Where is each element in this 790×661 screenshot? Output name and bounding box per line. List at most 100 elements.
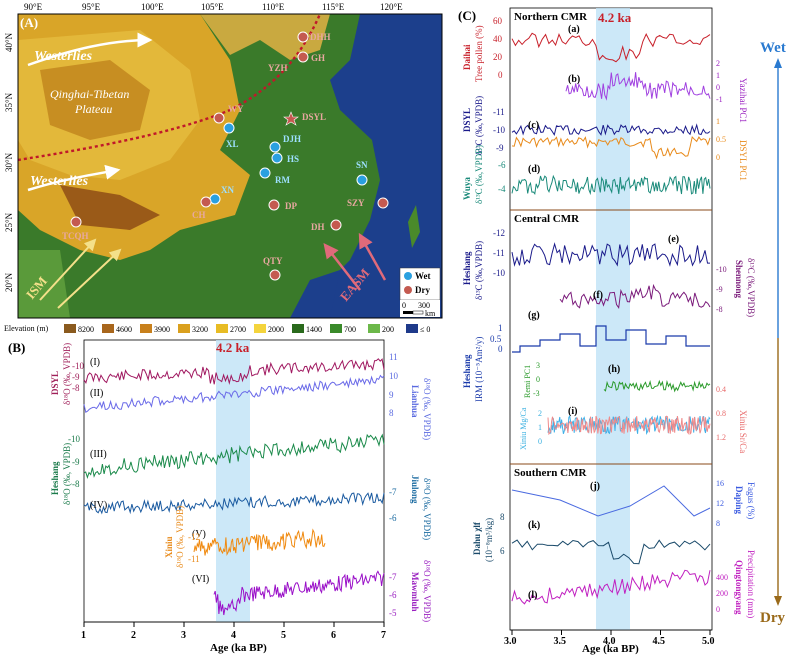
- series-label-v: (V): [192, 529, 206, 540]
- site-xn-marker: [209, 193, 221, 205]
- ticks-mg: 2 1 0: [538, 409, 542, 446]
- x-tick-label: 4.5: [653, 636, 666, 647]
- tick-shennong: -9: [716, 285, 723, 294]
- x-tick-label: 4: [231, 630, 236, 641]
- axis-heshang-name: Heshang: [50, 461, 60, 495]
- lon-tick-labels: 90°E 95°E 100°E 105°E 110°E 115°E 120°E: [24, 2, 403, 12]
- section-north: Northern CMR: [514, 11, 588, 23]
- tick-daping: 16: [716, 479, 724, 488]
- panel-b-event-label: 4.2 ka: [216, 340, 250, 355]
- axis-qtyp-name: Qingtongyang: [734, 560, 744, 615]
- ticks-dsyl: -10 -9 -8: [72, 361, 84, 393]
- panel-b-event-band: [216, 340, 250, 622]
- tick-mawmluh: -7: [389, 572, 397, 582]
- panel-b-series: [83, 358, 385, 616]
- plateau-high: [40, 60, 150, 140]
- westerlies-label-south: Westerlies: [30, 174, 89, 189]
- scale-seg2: [412, 310, 424, 315]
- scale-seg1: [403, 311, 413, 314]
- site-wy-marker: [213, 112, 225, 124]
- series-xiniu-d18o: [193, 528, 326, 557]
- ticks-wuya: -6 -4: [498, 160, 506, 194]
- elevation-class-label: ≤ 0: [420, 325, 430, 334]
- site-djh-marker: [269, 141, 281, 153]
- site-sn-label: SN: [356, 160, 368, 170]
- south-sea: [290, 270, 340, 318]
- series-daping-fagus: [511, 485, 711, 517]
- panel-b-chart: (B) 4.2 ka (I) (II) (III) (IV) (V) (VI) …: [8, 339, 432, 654]
- site-szy-marker: [377, 197, 389, 209]
- tick-irm: 1: [498, 323, 503, 333]
- tick-shennong: -8: [716, 305, 723, 314]
- series-label-iv: (IV): [90, 500, 107, 511]
- section-south: Southern CMR: [514, 467, 587, 479]
- tick-heshang: -9: [72, 457, 80, 467]
- tick-daping: 12: [716, 499, 724, 508]
- elevation-label: Elevation (m): [4, 324, 49, 333]
- axis-remi-name: Remi PC1: [523, 365, 532, 398]
- map-frame: [17, 13, 443, 319]
- axis-wuya-name: Wuya: [462, 177, 472, 200]
- letter-d: (d): [528, 164, 540, 175]
- panel-c-event-band: [596, 8, 630, 630]
- axis-xiniu-name: Xiniu: [164, 536, 174, 558]
- tick-heshang13: -10: [493, 268, 505, 278]
- north-dry-region: [200, 14, 330, 60]
- series-label-ii: (II): [90, 388, 103, 399]
- panel-c-event-label: 4.2 ka: [598, 10, 632, 25]
- axis-irm-unit: IRM (10⁻⁵Am²/y): [474, 337, 484, 402]
- india-lowland: [18, 250, 70, 318]
- axis-daping-name: Daping: [734, 486, 744, 515]
- scale-bar: 0 300 km: [400, 300, 440, 318]
- site-xl-marker: [223, 122, 235, 134]
- x-tick-label: 6: [331, 630, 336, 641]
- monsoon-boundary-line: [18, 14, 322, 162]
- tick-xiniu: -12: [188, 532, 200, 542]
- axis-xiniu-unit: δ¹⁸O (‰, VPDB): [175, 506, 185, 568]
- axis-xiniumg-name: Xiniu Mg/Ca: [519, 407, 528, 450]
- tick-dahu: 6: [500, 546, 505, 556]
- lon-tick: 110°E: [262, 2, 285, 12]
- lon-tick: 105°E: [201, 2, 224, 12]
- elevation-class-label: 3900: [154, 325, 170, 334]
- axis-dsyl-name: DSYL: [50, 371, 60, 395]
- tick-daihai: 20: [493, 52, 503, 62]
- tick-irm: 0.5: [490, 334, 502, 344]
- site-rm-marker: [259, 167, 271, 179]
- himalaya-range: [60, 185, 160, 230]
- site-ch-marker: [200, 196, 212, 208]
- tick-mg: 2: [538, 409, 542, 418]
- tick-dsyl13: -9: [496, 143, 504, 153]
- series-lianhua-d18o: [83, 374, 385, 413]
- letter-e: (e): [668, 234, 679, 245]
- letter-l: (l): [528, 590, 537, 601]
- series-heshang-d18o: [83, 433, 385, 480]
- tick-jiulong: -7: [389, 487, 397, 497]
- x-tick-label: 4.0: [603, 636, 616, 647]
- elevation-class-label: 2700: [230, 325, 246, 334]
- series-shennong-d13c: [559, 283, 711, 310]
- ticks-dahu: 8 6: [500, 512, 505, 556]
- tick-daihai: 60: [493, 16, 503, 26]
- elevation-swatch: [178, 324, 190, 333]
- letter-a: (a): [568, 24, 580, 35]
- tick-qtyp: 200: [716, 589, 728, 598]
- site-dhh-marker: [297, 31, 309, 43]
- x-tick-label: 3.0: [504, 636, 517, 647]
- lon-tick: 100°E: [141, 2, 164, 12]
- tick-sr: 0.8: [716, 409, 726, 418]
- axis-shennong-unit: δ¹³C (‰,VPDB): [746, 258, 756, 317]
- elevation-swatch: [254, 324, 266, 333]
- scale-0: 0: [402, 301, 406, 310]
- elevation-swatch: [292, 324, 304, 333]
- plateau-label-line1: Qinghai-Tibetan: [50, 87, 129, 101]
- site-hs-label: HS: [287, 154, 299, 164]
- series-dsyl-d13c: [511, 123, 711, 136]
- x-tick-label: 3: [181, 630, 186, 641]
- panel-c-label: (C): [458, 8, 476, 23]
- elevation-swatch: [368, 324, 380, 333]
- elevation-class-label: 1400: [306, 325, 322, 334]
- tick-mawmluh: -6: [389, 590, 397, 600]
- site-xn-label: XN: [221, 185, 234, 195]
- series-heshang-d13c: [511, 242, 710, 267]
